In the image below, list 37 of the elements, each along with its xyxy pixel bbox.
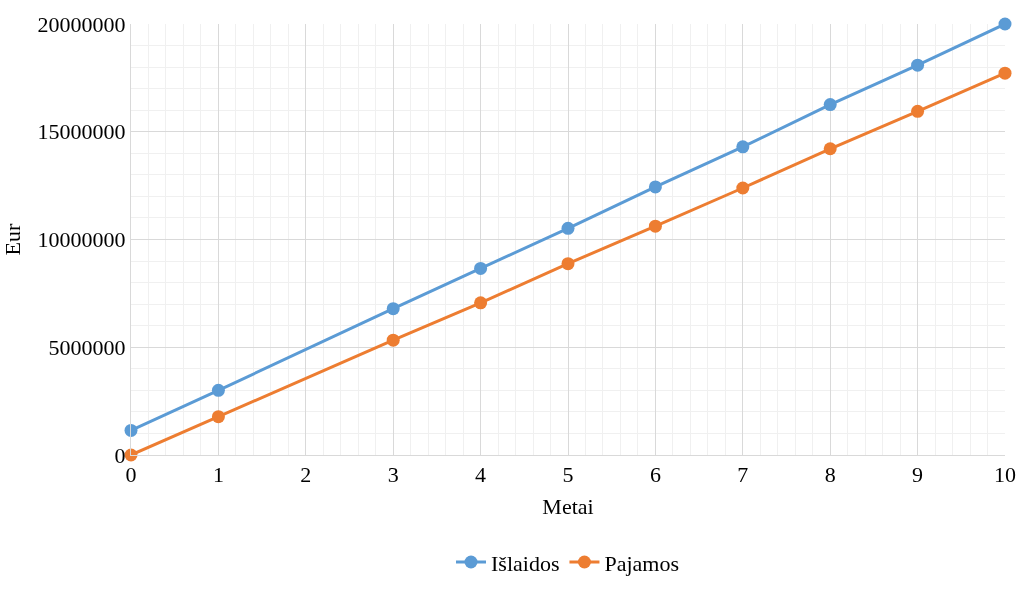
point	[211, 383, 225, 397]
x-tick-label: 7	[737, 462, 749, 488]
legend-label: Išlaidos	[491, 550, 560, 576]
x-tick-label: 1	[212, 462, 224, 488]
legend-label: Pajamos	[604, 550, 680, 576]
x-tick-label: 2	[300, 462, 312, 488]
point	[823, 98, 837, 112]
x-tick-label: 8	[824, 462, 836, 488]
point	[911, 104, 925, 118]
point	[648, 219, 662, 233]
y-tick-label: 15000000	[37, 119, 126, 145]
y-tick-label: 0	[114, 442, 126, 468]
x-tick-label: 9	[912, 462, 924, 488]
point	[998, 17, 1012, 31]
point	[474, 261, 488, 275]
point	[823, 142, 837, 156]
x-tick-label: 6	[649, 462, 661, 488]
x-tick-label: 10	[994, 462, 1016, 488]
x-tick-label: 3	[387, 462, 399, 488]
y-tick-label: 10000000	[37, 227, 126, 253]
x-axis-title: Metai	[542, 494, 594, 520]
x-tick-label: 4	[475, 462, 487, 488]
point	[474, 296, 488, 310]
point	[911, 58, 925, 72]
y-tick-label: 5000000	[48, 334, 126, 360]
point	[998, 66, 1012, 80]
point	[386, 333, 400, 347]
point	[211, 410, 225, 424]
y-tick-label: 20000000	[37, 11, 126, 37]
y-axis-title: Eur	[0, 222, 26, 256]
point	[561, 221, 575, 235]
point	[736, 140, 750, 154]
point	[736, 181, 750, 195]
point	[648, 180, 662, 194]
point	[386, 302, 400, 316]
x-tick-label: 5	[562, 462, 574, 488]
point	[561, 257, 575, 271]
